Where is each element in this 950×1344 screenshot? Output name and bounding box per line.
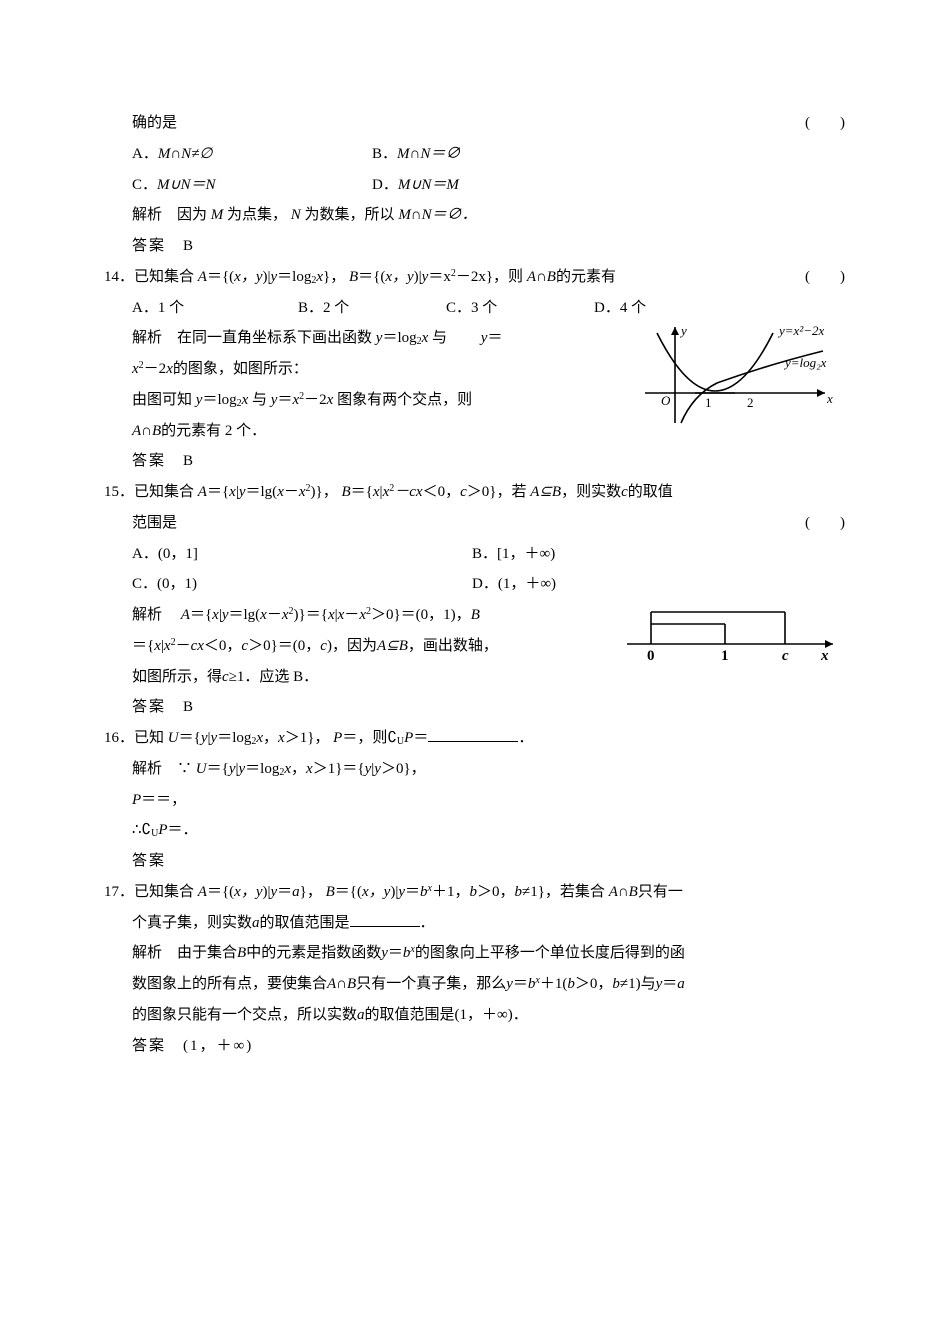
q14-paren: ( ) [805,262,845,293]
q15-paren: ( ) [805,508,845,539]
q15-stem-1: 15．已知集合 A＝{x|y＝lg(x－x2)}， B＝{x|x2－cx＜0，c… [104,477,845,508]
q17-blank [350,912,420,927]
q13-optC: C．M∪N＝N [132,170,372,201]
q14-sol-2: x2－2x的图象，如图所示： [104,354,845,385]
q13-stem-tail: 确的是 ( ) [104,108,845,139]
q13-optA: A．M∩N≠∅ [132,139,372,170]
q13-opts-row2: C．M∪N＝N D．M∪N＝M [104,170,845,201]
q14-optC: C．3 个 [446,293,594,324]
q15-sol-2: ＝{x|x2－cx＜0，c＞0}＝(0，c)，因为A⊆B，画出数轴， [104,631,845,662]
q17-answer: 答案 (1，＋∞) [104,1031,845,1062]
q14-sol-4: A∩B的元素有 2 个． [104,416,845,447]
q17-sol-3: 的图象只能有一个交点，所以实数a的取值范围是(1，＋∞)． [104,1000,845,1031]
q15-optC: C．(0，1) [132,569,472,600]
q15-opts-row1: A．(0，1] B．[1，＋∞) [104,539,845,570]
q17-stem-2: 个真子集，则实数a的取值范围是． [104,908,845,939]
q15-opts-row2: C．(0，1) D．(1，＋∞) [104,569,845,600]
q13-paren: ( ) [805,108,845,139]
q14-sol-1: 解析 在同一直角坐标系下画出函数 y＝log2x 与 y＝ [104,323,845,354]
q15-stem-2: 范围是 ( ) [104,508,845,539]
q17-stem-1: 17．已知集合 A＝{(x，y)|y＝a}， B＝{(x，y)|y＝bx＋1，b… [104,877,845,908]
q15-answer: 答案 B [104,692,845,723]
q17-sol-1: 解析 由于集合B中的元素是指数函数y＝bx的图象向上平移一个单位长度后得到的函 [104,938,845,969]
q15-optB: B．[1，＋∞) [472,539,555,570]
q15-optA: A．(0，1] [132,539,472,570]
q14-optD: D．4 个 [594,293,646,324]
q13-optD: D．M∪N＝M [372,170,459,201]
q16-blank [428,728,518,743]
q13-solution: 解析 因为 M 为点集， N 为数集，所以 M∩N＝∅． [104,200,845,231]
q14-opts: A．1 个 B．2 个 C．3 个 D．4 个 [104,293,845,324]
q16-answer: 答案 [104,846,845,877]
q13-tail-text: 确的是 [132,115,177,131]
q16-sol-2: P＝＝， [104,785,845,816]
q13-optB: B．M∩N＝∅ [372,139,460,170]
q14-optA: A．1 个 [132,293,298,324]
q16-sol-1: 解析 ∵ U＝{y|y＝log2x，x＞1}＝{y|y＞0}， [104,754,845,785]
q14-sol-3: 由图可知 y＝log2x 与 y＝x2－2x 图象有两个交点，则 [104,385,845,416]
q16-stem: 16．已知 U＝{y|y＝log2x，x＞1}， P＝，则∁UP＝． [104,723,845,754]
q13-opts-row1: A．M∩N≠∅ B．M∩N＝∅ [104,139,845,170]
q15-optD: D．(1，＋∞) [472,569,556,600]
q15-sol-3: 如图所示，得c≥1．应选 B． [104,662,845,693]
q15-sol-1: 解析 A＝{x|y＝lg(x－x2)}＝{x|x－x2＞0}＝(0，1)，B [104,600,845,631]
q14-answer: 答案 B [104,446,845,477]
q14-optB: B．2 个 [298,293,446,324]
q14-stem: 14．已知集合 A＝{(x，y)|y＝log2x}， B＝{(x，y)|y＝x2… [104,262,845,293]
q16-sol-3: ∴∁UP＝． [104,815,845,846]
q17-sol-2: 数图象上的所有点，要使集合A∩B只有一个真子集，那么y＝bx＋1(b＞0，b≠1… [104,969,845,1000]
q13-answer: 答案 B [104,231,845,262]
